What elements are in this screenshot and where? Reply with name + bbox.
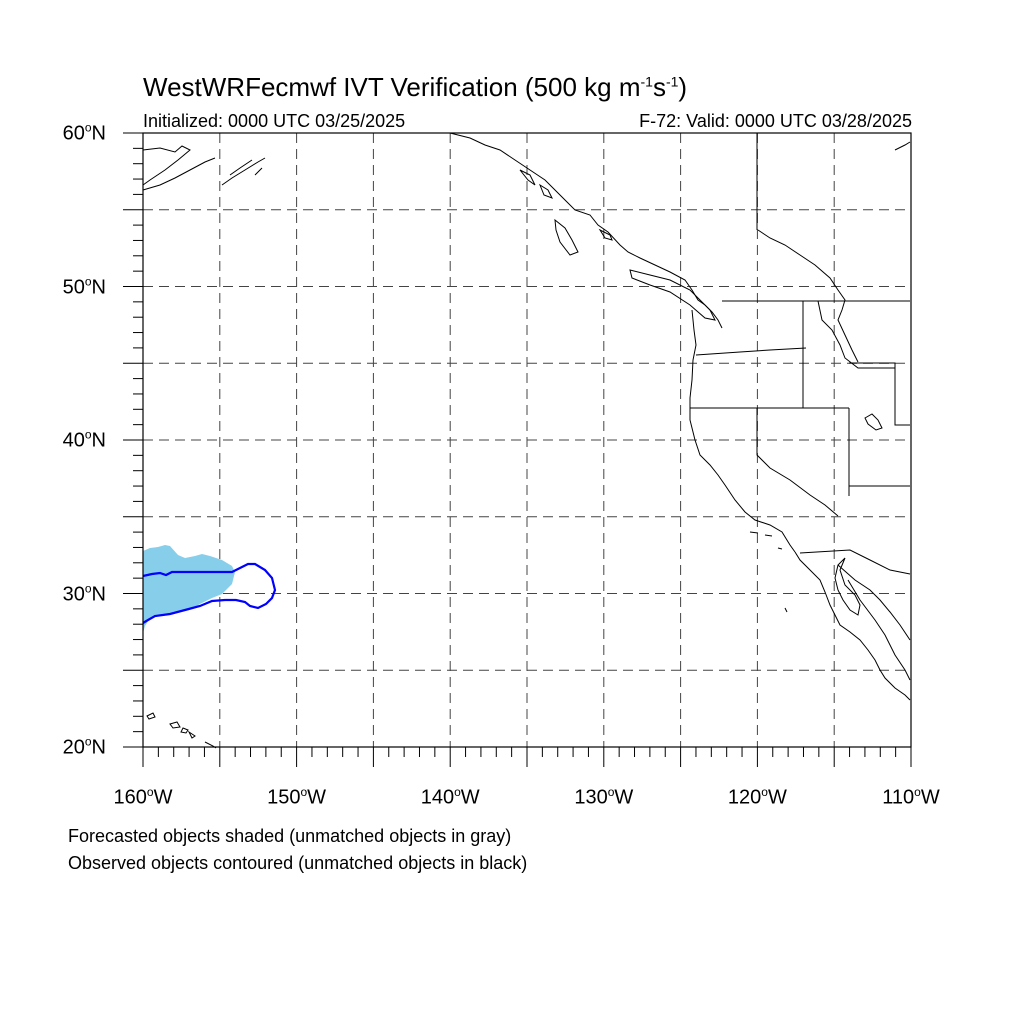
great-salt-lake xyxy=(864,413,883,431)
gulf-california-coast xyxy=(837,564,911,681)
forecast-object-shaded xyxy=(143,545,235,633)
lat-label: 30oN xyxy=(62,581,106,605)
mt-border xyxy=(817,300,895,369)
coastlines xyxy=(142,132,911,749)
wa-or-border xyxy=(695,347,807,356)
lon-label: 110oW xyxy=(882,785,940,809)
canada-inland xyxy=(757,141,911,363)
hawaii-islands xyxy=(146,712,217,749)
baja-coast xyxy=(794,551,911,701)
ca-nv-border xyxy=(756,408,839,517)
observed-object-contour xyxy=(142,562,277,624)
observed-note: Observed objects contoured (unmatched ob… xyxy=(68,853,528,873)
lat-label: 60oN xyxy=(62,120,106,145)
bc-islands xyxy=(519,169,716,321)
us-mexico-border xyxy=(799,549,911,575)
lat-label: 40oN xyxy=(62,427,106,452)
lat-label: 20oN xyxy=(62,734,106,759)
lon-label: 160oW xyxy=(113,785,173,809)
lon-label: 140oW xyxy=(420,785,480,809)
lon-label: 120oW xyxy=(727,785,787,809)
grid-lines xyxy=(143,133,911,747)
alaska-coast xyxy=(142,145,266,191)
us-west-coast xyxy=(689,309,796,553)
political-borders xyxy=(690,133,911,575)
axis-ticks xyxy=(123,132,912,767)
chart-title: WestWRFecmwf IVT Verification (500 kg m-… xyxy=(143,72,688,102)
ut-wy-border xyxy=(849,362,910,426)
forecast-note: Forecasted objects shaded (unmatched obj… xyxy=(68,826,512,846)
plot-frame xyxy=(142,132,912,748)
lon-label: 150oW xyxy=(267,785,327,809)
lat-label: 50oN xyxy=(62,274,106,298)
bc-coast xyxy=(449,132,723,329)
valid-time-label: F-72: Valid: 0000 UTC 03/28/2025 xyxy=(639,111,912,131)
lon-label: 130oW xyxy=(574,785,634,809)
initialized-label: Initialized: 0000 UTC 03/25/2025 xyxy=(143,111,406,131)
channel-islands xyxy=(749,531,788,613)
